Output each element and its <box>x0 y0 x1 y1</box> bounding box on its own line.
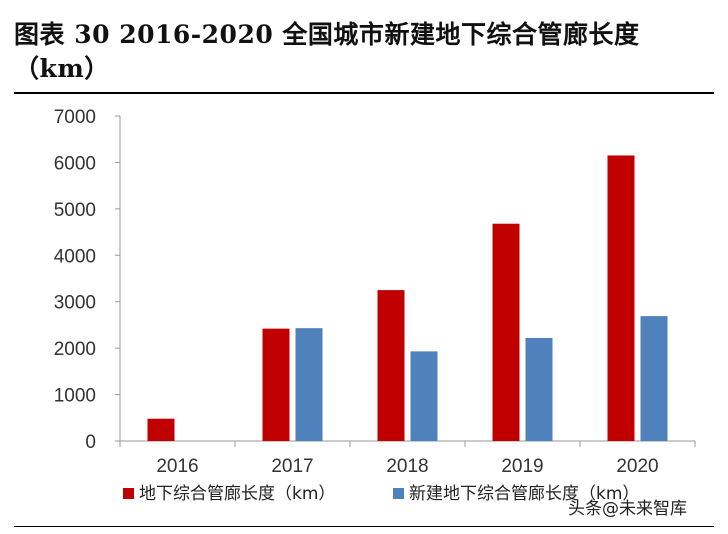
title-rule <box>14 92 714 94</box>
y-tick-label: 6000 <box>54 153 96 174</box>
bar-total-2020 <box>607 155 635 441</box>
legend-label-1: 地下综合管廊长度（km） <box>139 484 335 504</box>
bar-total-2016 <box>147 418 175 441</box>
x-tick-label: 2018 <box>386 456 428 477</box>
y-tick-label: 0 <box>85 432 96 453</box>
chart-axes <box>115 115 696 447</box>
legend-swatch-2 <box>393 488 404 499</box>
bar-new-2020 <box>640 316 668 441</box>
y-tick-label: 1000 <box>54 386 96 407</box>
chart-title: 图表 30 2016-2020 全国城市新建地下综合管廊长度（km） <box>14 20 640 83</box>
y-tick-label: 2000 <box>54 339 96 360</box>
watermark-text: 头条@未来智库 <box>568 499 687 519</box>
bar-new-2018 <box>410 351 438 441</box>
bottom-rule <box>14 526 714 527</box>
y-tick-label: 7000 <box>54 107 96 128</box>
chart-legend: 地下综合管廊长度（km） 新建地下综合管廊长度（km） <box>123 484 639 504</box>
y-tick-label: 3000 <box>54 293 96 314</box>
y-tick-labels: 0 1000 2000 3000 4000 5000 6000 7000 <box>54 107 96 453</box>
legend-swatch-1 <box>123 488 134 499</box>
bar-total-2018 <box>377 290 405 441</box>
x-tick-label: 2016 <box>156 456 198 477</box>
x-tick-labels: 2016 2017 2018 2019 2020 <box>156 456 658 477</box>
bar-total-2017 <box>262 328 290 441</box>
x-tick-label: 2019 <box>501 456 543 477</box>
y-tick-label: 4000 <box>54 246 96 267</box>
bar-series <box>147 155 668 441</box>
x-tick-label: 2017 <box>271 456 313 477</box>
legend-label-2: 新建地下综合管廊长度（km） <box>409 484 639 504</box>
bar-new-2017 <box>295 328 323 441</box>
y-tick-label: 5000 <box>54 200 96 221</box>
bar-total-2019 <box>492 223 520 441</box>
bar-new-2019 <box>525 337 553 441</box>
x-tick-label: 2020 <box>616 456 658 477</box>
